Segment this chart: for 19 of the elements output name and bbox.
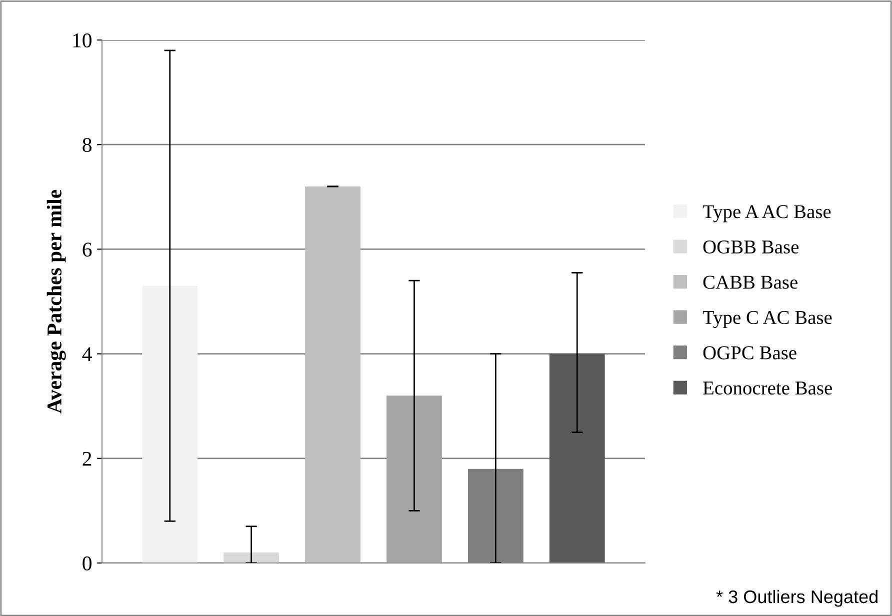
bar <box>386 396 442 563</box>
text: * 3 Outliers Negated <box>716 590 878 607</box>
y-axis-title: Average Patches per mile <box>46 190 66 414</box>
y-tick-label: 8 <box>82 138 92 152</box>
bar <box>224 552 280 563</box>
legend-label: CABB Base <box>703 276 798 289</box>
y-tick-label: 0 <box>82 556 92 570</box>
y-tick-label: 10 <box>73 33 92 48</box>
y-tick-label: 6 <box>82 242 92 257</box>
legend-label: Type A AC Base <box>702 205 831 222</box>
legend-label: Type C AC Base <box>702 310 832 328</box>
bar <box>142 286 198 563</box>
bar <box>549 354 605 563</box>
bar <box>305 186 360 563</box>
y-tick-label: 4 <box>82 347 92 362</box>
legend-label: OGBB Base <box>703 240 799 254</box>
legend-label: OGPC Base <box>703 346 796 360</box>
y-tick-label: 2 <box>82 452 92 466</box>
legend-label: Econocrete Base <box>703 382 832 395</box>
